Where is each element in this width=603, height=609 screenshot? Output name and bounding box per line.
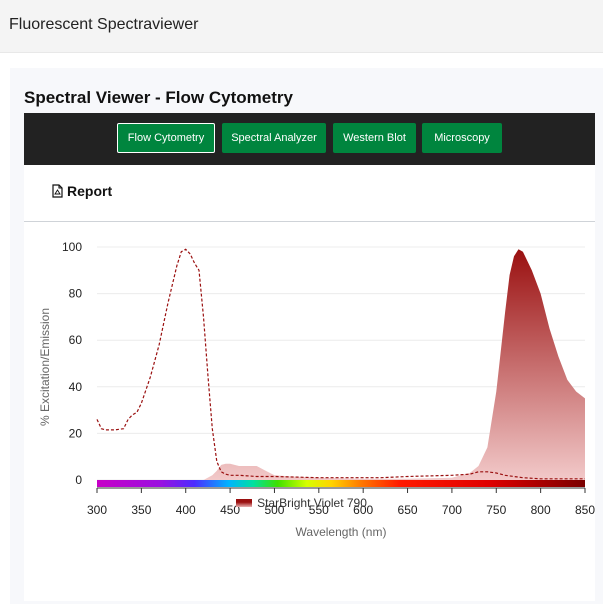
legend-swatch [236, 499, 253, 507]
y-tick-label: 20 [69, 426, 83, 440]
emission-series-area [203, 249, 586, 480]
x-tick-label: 450 [220, 503, 240, 517]
x-tick-label: 500 [264, 503, 284, 517]
x-tick-label: 700 [442, 503, 462, 517]
y-tick-label: 0 [75, 473, 82, 487]
excitation-series-line [96, 248, 585, 480]
tab-microscopy[interactable]: Microscopy [422, 123, 502, 153]
legend-label: StarBright Violet 790 [257, 496, 367, 510]
x-axis-label: Wavelength (nm) [296, 525, 387, 539]
report-label: Report [67, 183, 113, 199]
x-tick-label: 800 [531, 503, 551, 517]
pdf-file-icon [52, 184, 63, 198]
x-tick-label: 600 [353, 503, 373, 517]
x-tick-label: 550 [309, 503, 329, 517]
x-tick-label: 650 [398, 503, 418, 517]
x-tick-label: 400 [176, 503, 196, 517]
page-title: Spectral Viewer - Flow Cytometry [24, 88, 293, 107]
y-axis-label: % Excitation/Emission [38, 308, 52, 426]
x-tick-label: 850 [575, 503, 595, 517]
spectral-viewer-card: Spectral Viewer - Flow Cytometry Flow Cy… [10, 68, 603, 604]
y-tick-label: 80 [69, 287, 83, 301]
y-tick-label: 60 [69, 333, 83, 347]
tab-flow-cytometry[interactable]: Flow Cytometry [117, 123, 215, 153]
wavelength-color-bar [97, 480, 585, 487]
tab-spectral-analyzer[interactable]: Spectral Analyzer [222, 123, 326, 153]
y-tick-label: 100 [62, 240, 82, 254]
x-tick-label: 300 [87, 503, 107, 517]
x-tick-label: 350 [131, 503, 151, 517]
toolbar-divider [24, 221, 595, 222]
y-tick-label: 40 [69, 380, 83, 394]
app-title: Fluorescent Spectraviewer [9, 16, 199, 33]
app-header: Fluorescent Spectraviewer [0, 0, 603, 53]
tab-western-blot[interactable]: Western Blot [333, 123, 416, 153]
mode-tab-bar: Flow Cytometry Spectral Analyzer Western… [24, 113, 595, 165]
x-tick-label: 750 [486, 503, 506, 517]
report-button[interactable]: Report [52, 183, 112, 199]
chart-legend[interactable]: StarBright Violet 790 [0, 496, 603, 510]
